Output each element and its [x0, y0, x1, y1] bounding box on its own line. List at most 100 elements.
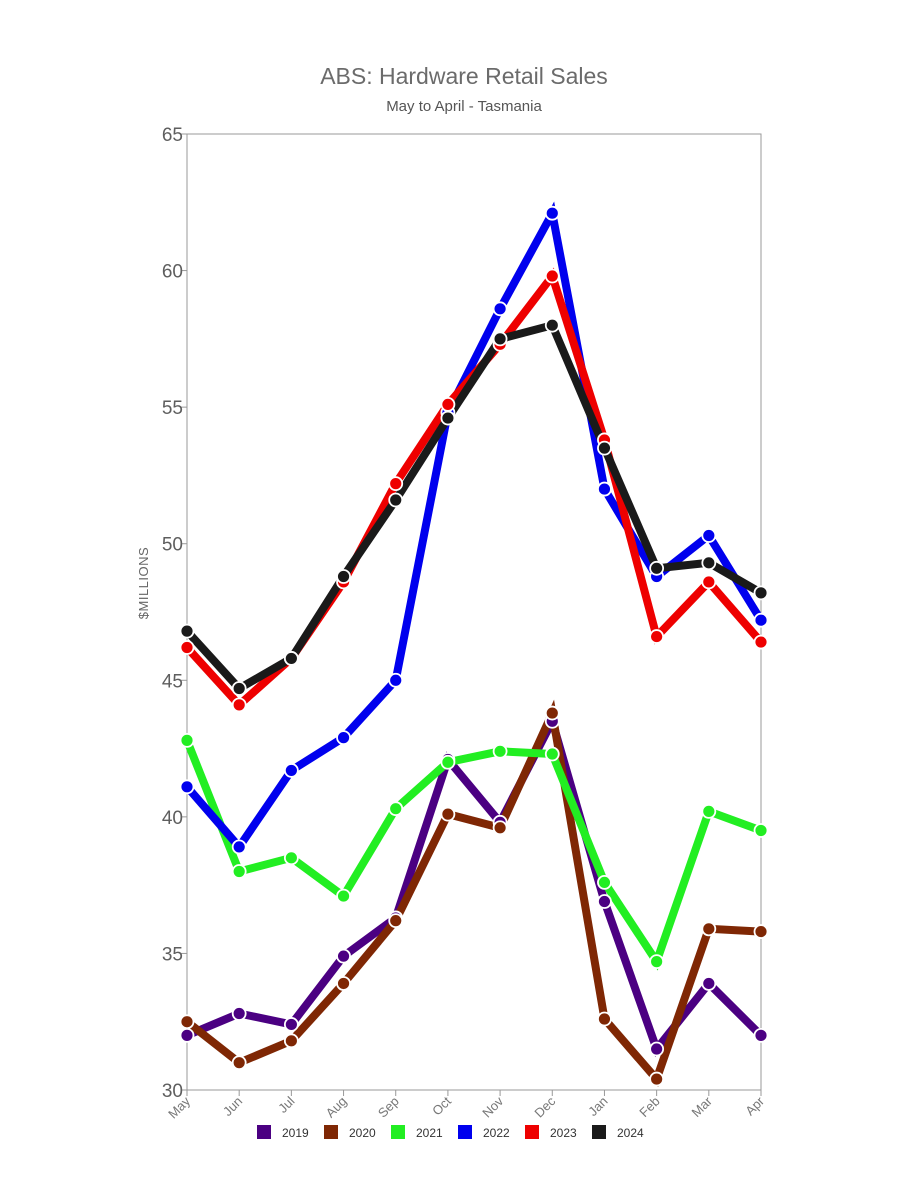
data-point-2020 [544, 705, 560, 721]
data-point-2021 [753, 823, 769, 838]
data-point-2020 [388, 913, 404, 929]
data-point-2022 [597, 481, 612, 497]
series-lines [183, 201, 765, 1087]
data-point-2019 [649, 1041, 665, 1057]
plot-area [186, 133, 762, 1091]
legend-swatch [257, 1125, 271, 1139]
data-point-2019 [597, 894, 612, 909]
legend-label: 2020 [349, 1126, 376, 1140]
data-point-2020 [492, 820, 508, 836]
data-point-2021 [231, 864, 247, 879]
data-point-2020 [649, 1071, 665, 1087]
x-tick-label: Oct [429, 1093, 454, 1118]
data-point-2021 [336, 888, 351, 904]
x-tick-label: Feb [636, 1094, 662, 1120]
legend-label: 2021 [416, 1126, 443, 1140]
data-point-2023 [388, 476, 404, 492]
legend-swatch [592, 1125, 606, 1139]
y-tick-label: 35 [162, 944, 183, 965]
data-point-2022 [179, 779, 195, 795]
legend-item-2022[interactable]: 2022 [458, 1125, 510, 1140]
legend-swatch [525, 1125, 539, 1139]
data-point-2021 [179, 732, 195, 748]
data-point-2022 [544, 205, 560, 221]
y-axis-label: $MILLIONS [136, 547, 151, 619]
x-tick-label: Mar [689, 1093, 716, 1120]
x-tick-label: Dec [531, 1093, 558, 1120]
data-point-2024 [440, 410, 456, 426]
chart-title: ABS: Hardware Retail Sales [320, 63, 608, 89]
legend-label: 2024 [617, 1126, 644, 1140]
data-point-2020 [701, 921, 717, 937]
series-line-2022 [183, 201, 765, 854]
x-tick-label: Nov [479, 1093, 506, 1120]
series-line-2024 [184, 320, 763, 694]
chart-subtitle: May to April - Tasmania [386, 98, 542, 115]
data-point-2023 [440, 397, 456, 412]
y-tick-label: 65 [162, 125, 183, 146]
data-point-2023 [753, 634, 769, 650]
data-point-2024 [388, 492, 404, 508]
data-point-2023 [544, 268, 560, 284]
legend-swatch [324, 1125, 338, 1139]
data-point-2020 [753, 924, 769, 939]
data-point-2020 [336, 976, 351, 991]
data-point-2024 [753, 585, 769, 601]
data-point-2021 [440, 754, 456, 770]
data-point-2020 [283, 1033, 299, 1049]
series-line-2019 [185, 710, 764, 1058]
data-point-2024 [649, 560, 665, 576]
data-point-2024 [231, 681, 247, 696]
legend[interactable]: 2019 2020 2021 2022 2023 2024 [257, 1125, 644, 1140]
legend-item-2023[interactable]: 2023 [525, 1125, 577, 1140]
x-tick-label: Aug [323, 1094, 350, 1121]
legend-item-2019[interactable]: 2019 [257, 1125, 309, 1140]
x-tick-label: Jan [585, 1094, 610, 1119]
data-point-2019 [701, 976, 717, 991]
y-axis-ticks: 30 35 40 45 50 55 60 65 [162, 125, 187, 1102]
y-tick-label: 60 [162, 262, 183, 283]
data-point-2024 [492, 331, 508, 347]
data-point-2023 [649, 629, 665, 644]
data-point-2020 [231, 1055, 247, 1071]
data-point-2022 [701, 528, 717, 543]
legend-item-2020[interactable]: 2020 [324, 1125, 376, 1140]
data-point-2022 [388, 672, 404, 688]
data-point-2019 [283, 1017, 299, 1032]
x-tick-label: Jun [220, 1094, 245, 1119]
y-tick-label: 50 [162, 535, 183, 556]
data-point-2021 [649, 954, 665, 970]
data-point-2020 [597, 1011, 612, 1027]
y-tick-label: 30 [162, 1081, 183, 1102]
x-tick-label: Sep [375, 1094, 402, 1121]
data-point-2024 [336, 569, 351, 584]
legend-item-2024[interactable]: 2024 [592, 1125, 644, 1140]
data-point-2020 [440, 806, 456, 822]
data-point-2024 [701, 555, 717, 571]
series-markers [179, 205, 769, 1087]
legend-label: 2019 [282, 1126, 309, 1140]
legend-item-2021[interactable]: 2021 [391, 1125, 443, 1140]
x-axis-ticks: May Jun Jul Aug Sep Oct Nov Dec Jan Feb Mar Apr [165, 1090, 768, 1121]
legend-label: 2022 [483, 1126, 510, 1140]
data-point-2021 [544, 746, 560, 762]
y-tick-label: 40 [162, 808, 183, 829]
data-point-2023 [179, 640, 195, 655]
x-tick-label: Jul [275, 1093, 297, 1115]
series-line-2021 [183, 738, 763, 971]
data-point-2019 [179, 1027, 195, 1043]
data-point-2022 [336, 730, 351, 746]
data-point-2021 [492, 743, 508, 759]
legend-swatch [391, 1125, 405, 1139]
data-point-2022 [231, 839, 247, 855]
x-tick-label: Apr [742, 1093, 767, 1118]
series-line-2020 [184, 699, 762, 1087]
y-tick-label: 55 [162, 398, 183, 419]
legend-swatch [458, 1125, 472, 1139]
data-point-2019 [231, 1006, 247, 1021]
data-point-2021 [597, 875, 612, 890]
data-point-2021 [283, 850, 299, 866]
data-point-2022 [753, 612, 769, 628]
data-point-2023 [231, 697, 247, 713]
